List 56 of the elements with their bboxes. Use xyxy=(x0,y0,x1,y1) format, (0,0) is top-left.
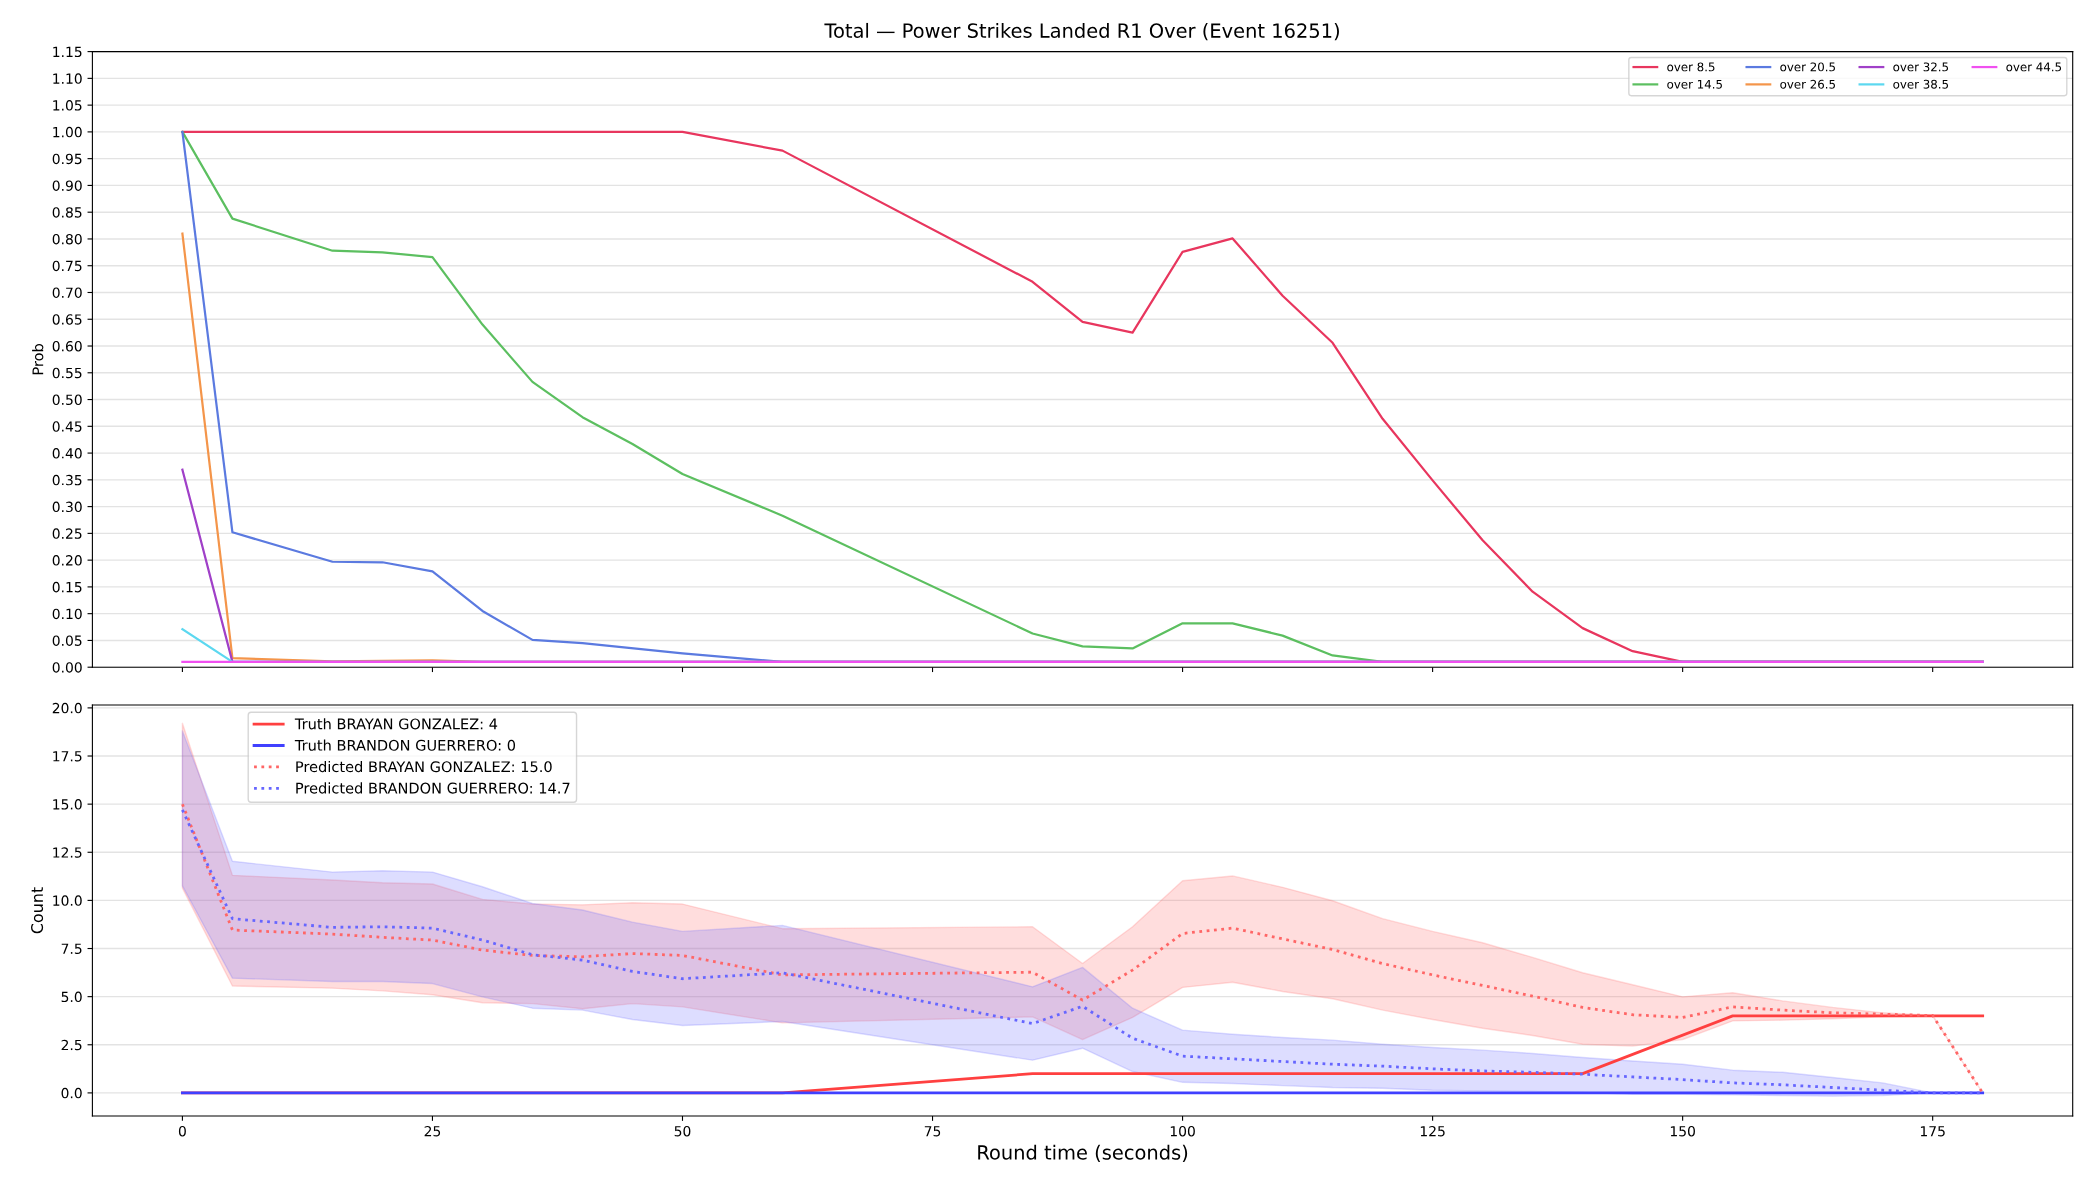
legend-label: over 14.5 xyxy=(1667,79,1722,89)
legend-label: over 38.5 xyxy=(1893,79,1949,89)
y-tick-label: 0.95 xyxy=(52,153,82,165)
y-tick-label: 0.70 xyxy=(52,287,82,298)
x-tick-label: 25 xyxy=(424,1125,441,1137)
y-tick-label: 7.5 xyxy=(61,943,82,954)
y-tick-label: 1.15 xyxy=(53,46,82,58)
y-tick-label: 0.85 xyxy=(52,207,82,218)
y-tick-label: 20.0 xyxy=(52,702,82,714)
y-tick-label: 0.10 xyxy=(52,608,82,620)
y-tick-label: 1.10 xyxy=(53,73,82,84)
y-tick-label: 0.60 xyxy=(52,340,82,352)
x-tick-label: 75 xyxy=(924,1126,941,1137)
y-tick-label: 0.90 xyxy=(52,180,82,191)
y-tick-label: 0.55 xyxy=(52,367,82,379)
y-tick-label: 0.35 xyxy=(52,474,82,486)
x-tick-label: 50 xyxy=(674,1125,691,1137)
y-tick-label: 0.50 xyxy=(52,394,82,406)
y-tick-label: 0.65 xyxy=(52,314,82,325)
y-tick-label: 17.5 xyxy=(53,751,82,762)
y-tick-label: 15.0 xyxy=(53,799,82,810)
y-tick-label: 12.5 xyxy=(53,847,82,858)
legend-label: Truth BRAYAN GONZALEZ: 4 xyxy=(294,718,498,730)
y-tick-label: 0.15 xyxy=(52,581,82,593)
y-tick-label: 5.0 xyxy=(61,991,82,1003)
x-tick-label: 100 xyxy=(1170,1125,1195,1137)
legend-label: Truth BRANDON GUERRERO: 0 xyxy=(294,739,516,751)
y-tick-label: 0.00 xyxy=(52,662,82,673)
x-tick-label: 150 xyxy=(1670,1125,1695,1137)
y-tick-label: 1.05 xyxy=(53,100,82,111)
y-tick-label: 0.25 xyxy=(52,528,82,539)
legend-label: over 8.5 xyxy=(1667,62,1715,72)
y-tick-label: 0.45 xyxy=(52,421,82,432)
legend-label: Predicted BRAYAN GONZALEZ: 15.0 xyxy=(296,760,552,773)
y-tick-label: 0.75 xyxy=(52,260,82,272)
y-axis-title: Prob xyxy=(32,344,44,375)
y-tick-label: 0.80 xyxy=(52,233,82,245)
y-tick-label: 0.30 xyxy=(52,501,82,513)
y-tick-label: 0.05 xyxy=(52,635,82,646)
y-tick-label: 2.5 xyxy=(61,1039,82,1051)
x-tick-label: 125 xyxy=(1420,1125,1445,1137)
y-tick-label: 0.0 xyxy=(61,1087,82,1099)
x-tick-label: 0 xyxy=(178,1125,186,1137)
legend-label: over 20.5 xyxy=(1780,62,1835,72)
legend-label: over 32.5 xyxy=(1893,62,1949,72)
y-tick-label: 0.20 xyxy=(52,555,82,566)
legend-label: over 26.5 xyxy=(1780,79,1835,89)
legend-label: over 44.5 xyxy=(2006,62,2062,72)
x-axis-title: Round time (seconds) xyxy=(978,1144,1188,1163)
legend-label: Predicted BRANDON GUERRERO: 14.7 xyxy=(296,782,570,794)
y-axis-title: Count xyxy=(31,887,44,934)
y-tick-label: 10.0 xyxy=(53,895,82,906)
y-tick-label: 1.00 xyxy=(53,126,82,138)
chart-title: Total — Power Strikes Landed R1 Over (Event 16251) xyxy=(824,22,1339,41)
x-tick-label: 175 xyxy=(1920,1126,1945,1137)
y-tick-label: 0.40 xyxy=(52,448,82,459)
